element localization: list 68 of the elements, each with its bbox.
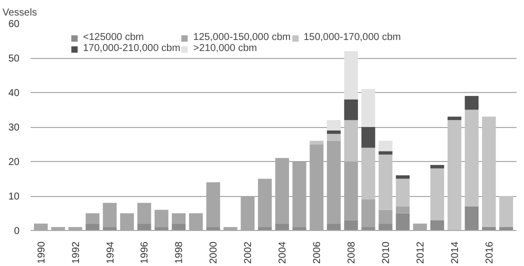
bar <box>102 202 117 228</box>
legend-label: 150,000-170,000 cbm <box>304 32 401 43</box>
bar <box>430 164 444 168</box>
bar <box>326 134 341 141</box>
x-tick-label: 2016 <box>484 241 496 264</box>
bar <box>430 168 444 220</box>
bar <box>378 154 392 210</box>
y-tick-label: 30 <box>8 122 20 134</box>
bar <box>378 210 392 224</box>
bar <box>86 213 100 224</box>
bar <box>137 202 152 224</box>
x-tick-label: 2014 <box>450 241 461 264</box>
bar <box>448 120 462 230</box>
bar <box>344 220 358 230</box>
bar <box>137 224 152 230</box>
y-tick-label: 60 <box>8 19 20 30</box>
bar <box>275 224 290 230</box>
bar <box>344 120 358 162</box>
x-tick-label: 2004 <box>278 241 289 264</box>
bar <box>464 110 479 206</box>
bar <box>310 140 324 144</box>
bar <box>172 213 186 224</box>
bar <box>361 89 376 127</box>
legend-label: <125000 cbm <box>83 32 144 43</box>
y-tick-label: 0 <box>14 226 20 237</box>
bar <box>464 96 479 110</box>
bar <box>499 196 514 228</box>
x-tick-label: 1998 <box>174 241 186 264</box>
bar <box>361 127 376 148</box>
x-tick-label: 2008 <box>346 241 358 264</box>
bar <box>464 206 479 230</box>
legend-label: >210,000 cbm <box>193 43 257 54</box>
x-tick-label: 1990 <box>36 241 48 264</box>
bar <box>396 213 410 230</box>
bar <box>344 99 358 120</box>
bar <box>378 151 392 155</box>
bar <box>378 224 392 230</box>
bar <box>396 175 410 179</box>
legend-label: 125,000-150,000 cbm <box>193 32 291 43</box>
bar <box>396 206 410 214</box>
bar <box>378 140 392 152</box>
bar <box>430 220 444 230</box>
bar <box>86 224 100 230</box>
bar <box>172 224 186 230</box>
y-axis-title: Vessels <box>2 8 37 18</box>
bar <box>361 199 376 228</box>
legend-label: 170,000-210,000 cbm <box>83 43 180 54</box>
x-tick-label: 2000 <box>208 241 220 264</box>
bar <box>482 116 496 228</box>
x-tick-label: 2010 <box>381 241 392 264</box>
bar <box>326 224 341 230</box>
y-tick-label: 10 <box>8 192 20 202</box>
x-tick-label: 2002 <box>243 241 254 264</box>
y-tick-label: 20 <box>8 157 20 168</box>
x-tick-label: 1992 <box>70 241 82 264</box>
y-tick-label: 40 <box>8 88 20 99</box>
y-tick-label: 50 <box>8 54 20 64</box>
x-tick-label: 1994 <box>105 241 116 264</box>
bar <box>361 148 376 200</box>
bar <box>448 116 462 120</box>
bar <box>326 130 341 134</box>
bar <box>344 51 358 100</box>
x-tick-label: 1996 <box>140 241 151 264</box>
x-tick-label: 2012 <box>415 241 426 264</box>
bar <box>154 210 168 228</box>
x-tick-label: 2006 <box>312 241 324 264</box>
bar <box>326 120 341 130</box>
bar <box>396 178 410 206</box>
